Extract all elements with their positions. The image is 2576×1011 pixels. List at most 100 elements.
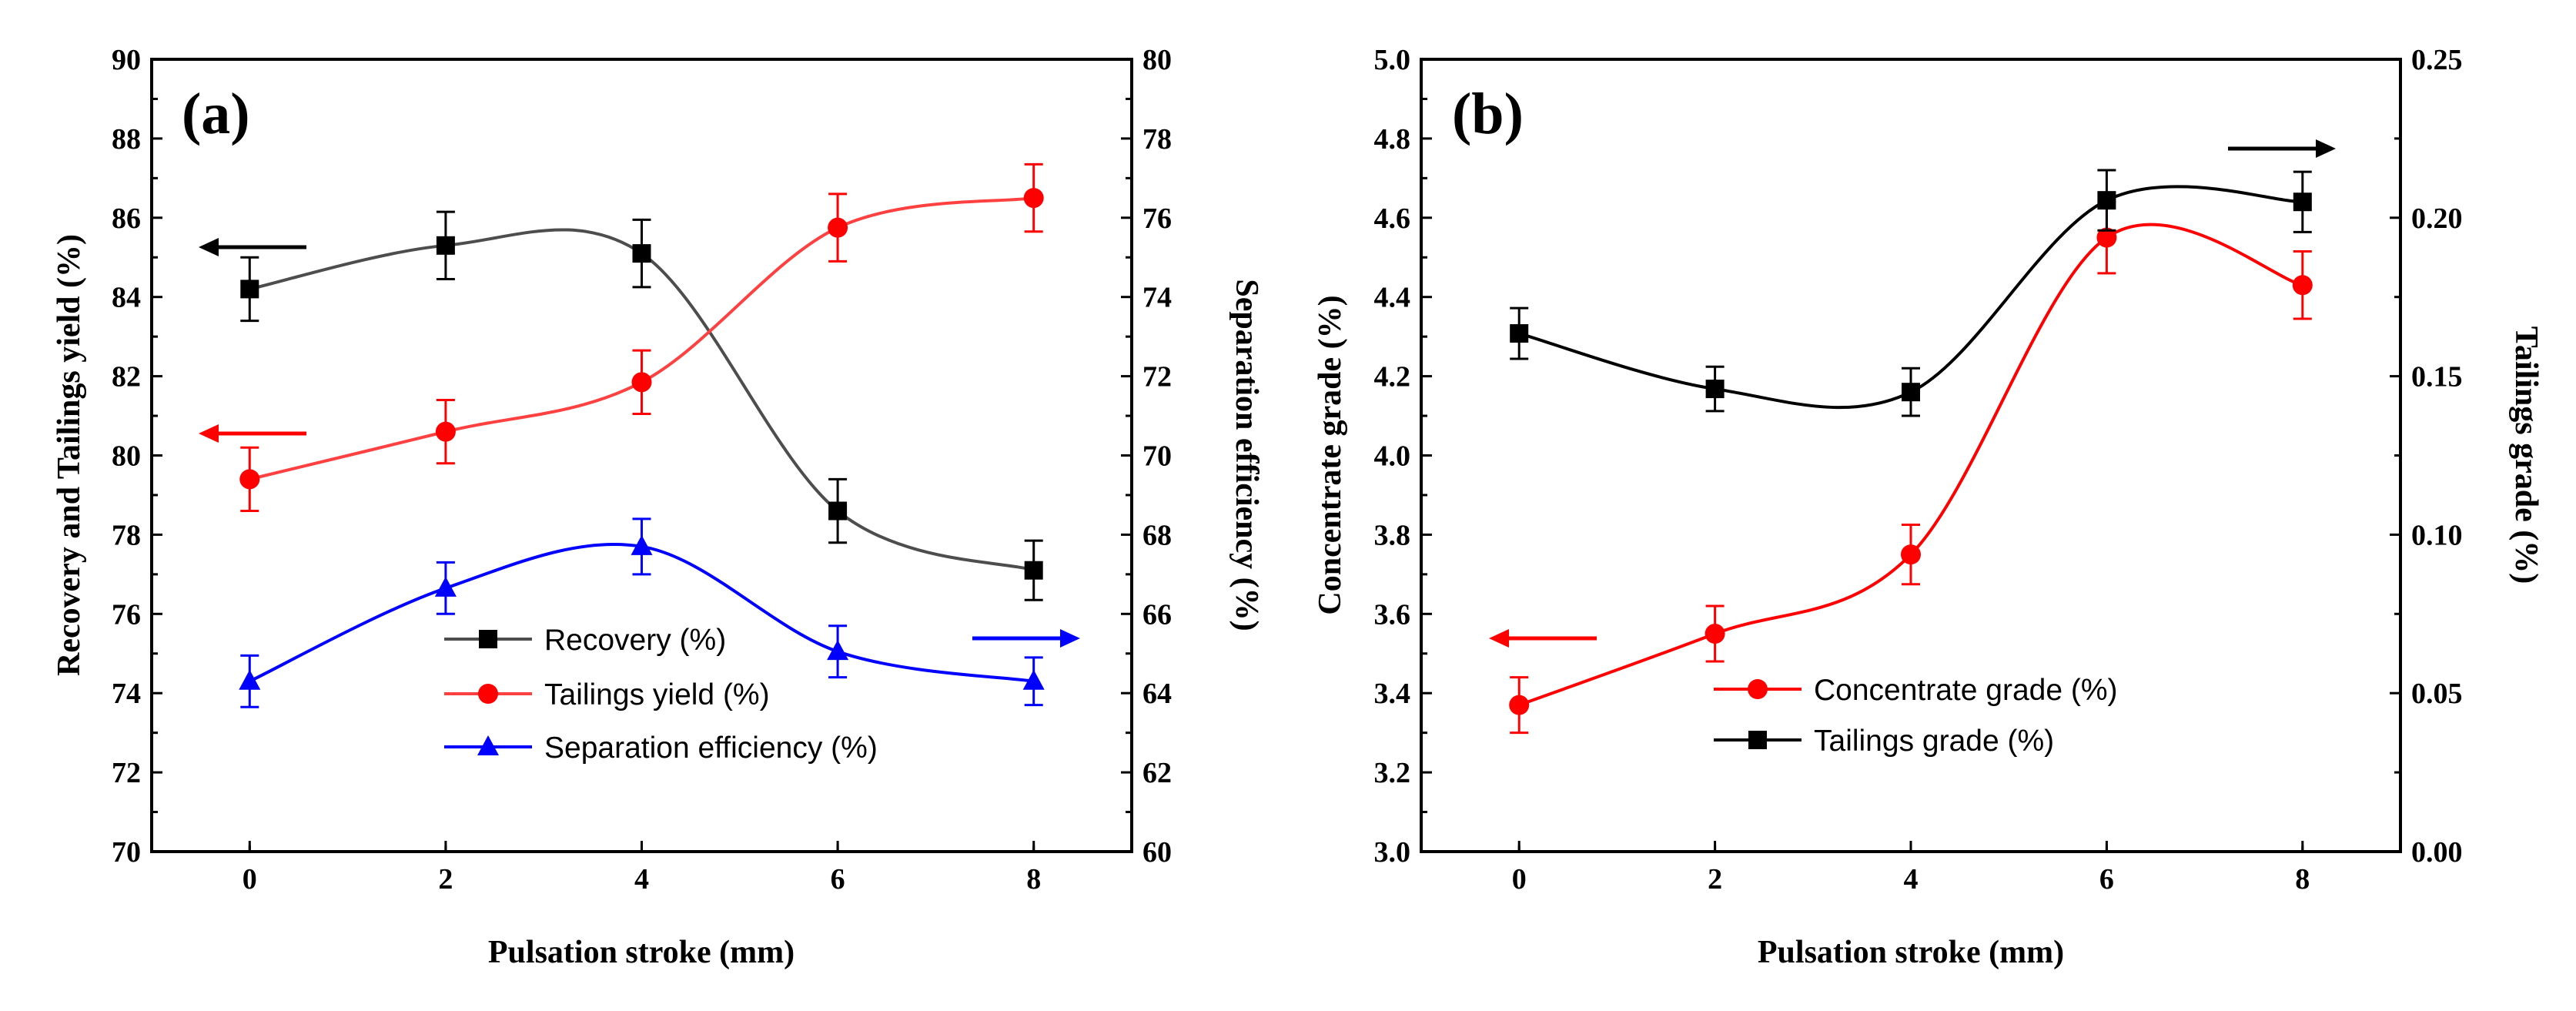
right-y-tick-label: 80 [1142,44,1172,76]
right-y-tick-label: 62 [1142,757,1172,789]
right-y-tick-label: 72 [1142,361,1172,393]
data-point-tailings-yield [631,349,652,415]
x-tick-label: 6 [2099,863,2114,896]
arrow-tailings-grade-right [2228,139,2336,158]
panel-label-a: (a) [182,82,250,146]
left-y-tick-label: 3.0 [1374,836,1411,869]
x-tick-label: 4 [1904,863,1919,896]
right-y-tick-label: 0.00 [2411,836,2463,869]
x-tick-label: 6 [831,863,845,896]
data-point-concentrate-grade [2292,250,2313,320]
marker-square [2293,192,2312,212]
left-y-tick-label: 4.2 [1374,361,1411,393]
data-point-separation-efficiency [1022,656,1045,707]
data-point-tailings-yield [435,398,456,465]
data-point-recovery [436,210,455,281]
marker-square [1510,324,1529,343]
panel-b: 0 2 4 6 8 3.0 3.2 3.4 3.6 3.8 4.0 4.2 4.4 4.6 4.8 5.0 0.… [1313,44,2544,970]
series-line-concentrate-grade [1518,223,2303,707]
panel-label-b: (b) [1452,82,1524,146]
data-point-tailings-yield [239,446,260,513]
x-tick-label: 2 [438,863,453,896]
left-y-tick-label: 82 [112,361,141,393]
legend-b: Concentrate grade (%) Tailings grade (%) [1714,674,2118,758]
data-point-tailings-grade [1902,367,1920,417]
data-point-separation-efficiency [239,654,261,708]
data-point-recovery [632,218,651,289]
marker-triangle [1022,669,1045,690]
marker-circle [2096,227,2117,248]
right-axis-label-a: Separation efficiency (%) [1229,279,1264,631]
data-point-tailings-grade [1510,306,1529,360]
data-point-recovery [828,477,848,544]
left-y-tick-label: 86 [112,203,141,235]
right-axis-label-b: Tailings grade (%) [2508,326,2544,584]
legend-entry-tailings-yield: Tailings yield (%) [444,678,770,711]
marker-triangle [827,640,849,661]
x-axis-label-a: Pulsation stroke (mm) [488,935,795,970]
legend-label-recovery: Recovery (%) [544,624,726,657]
x-tick-label: 4 [634,863,649,896]
data-point-concentrate-grade [1901,524,1921,586]
right-y-tick-label: 66 [1142,598,1172,631]
data-point-concentrate-grade [1705,604,1725,663]
left-y-tick-label: 3.6 [1374,598,1411,631]
legend-entry-recovery: Recovery (%) [444,624,726,657]
left-y-tick-label: 78 [112,519,141,551]
data-point-tailings-grade [1705,365,1725,413]
left-y-tick-label: 4.4 [1374,282,1411,314]
data-point-tailings-yield [828,192,848,263]
marker-square [1705,380,1725,399]
left-y-tick-label: 88 [112,123,141,156]
left-y-tick-label: 70 [112,836,141,869]
left-y-tick-label: 4.8 [1374,123,1411,156]
data-point-tailings-yield [1023,162,1044,233]
series-line-recovery [249,228,1035,572]
marker-square [436,236,455,255]
x-tick-label: 8 [1026,863,1041,896]
left-y-tick-label: 3.8 [1374,519,1411,551]
right-y-tick-label: 0.15 [2411,361,2463,393]
marker-circle [1901,544,1921,565]
legend-label-concentrate-grade: Concentrate grade (%) [1814,674,2118,707]
left-y-tick-label: 3.2 [1374,757,1411,789]
marker-square [240,280,259,299]
right-y-tick-label: 0.10 [2411,519,2463,551]
left-y-tick-label: 4.6 [1374,203,1411,235]
data-point-separation-efficiency [827,624,849,679]
legend-label-separation-efficiency: Separation efficiency (%) [544,731,878,765]
left-axis-label-b: Concentrate grade (%) [1313,295,1348,614]
legend-entry-concentrate-grade: Concentrate grade (%) [1714,674,2118,707]
marker-circle [1023,188,1044,209]
left-y-tick-label: 3.4 [1374,678,1411,710]
left-y-tick-label: 4.0 [1374,440,1411,473]
left-y-tick-label: 80 [112,440,141,473]
right-y-tick-label: 74 [1142,282,1172,314]
marker-triangle [239,669,261,690]
left-y-tick-label: 72 [112,757,141,789]
marker-circle [2292,275,2313,296]
arrow-tailings-yield-left [199,424,306,443]
marker-square [828,501,848,521]
legend-entry-tailings-grade: Tailings grade (%) [1714,725,2054,758]
x-tick-label: 0 [1512,863,1527,896]
left-y-tick-label: 5.0 [1374,44,1411,76]
x-tick-label: 8 [2295,863,2310,896]
marker-square [2097,191,2116,210]
data-point-tailings-grade [2097,169,2116,232]
left-axis-label-a: Recovery and Tailings yield (%) [52,234,87,676]
right-y-tick-label: 0.20 [2411,203,2463,235]
right-y-tick-label: 76 [1142,203,1172,235]
marker-square [632,244,651,263]
left-y-tick-label: 74 [112,678,141,710]
left-y-tick-label: 90 [112,44,141,76]
marker-circle [828,217,848,238]
legend-label-tailings-yield: Tailings yield (%) [544,678,770,711]
x-axis-label-b: Pulsation stroke (mm) [1758,935,2064,970]
right-y-tick-label: 0.05 [2411,678,2463,710]
marker-circle [435,421,456,442]
legend-label-tailings-grade: Tailings grade (%) [1814,725,2054,758]
right-y-tick-label: 64 [1142,678,1172,710]
right-y-tick-label: 0.25 [2411,44,2463,76]
